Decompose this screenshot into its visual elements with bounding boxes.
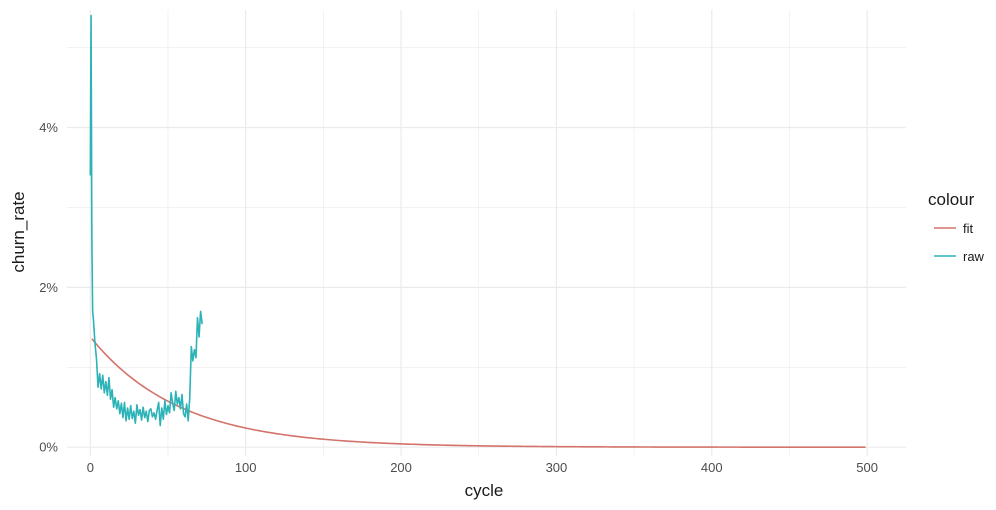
series-line-raw	[89, 14, 203, 427]
x-tick-label: 200	[390, 460, 412, 475]
y-tick-label: 0%	[39, 440, 58, 455]
x-tick-label: 0	[87, 460, 94, 475]
legend-label-raw: raw	[963, 249, 985, 264]
y-axis-title: churn_rate	[9, 191, 28, 272]
x-axis-title: cycle	[465, 481, 504, 500]
legend-label-fit: fit	[963, 221, 974, 236]
legend: colour fit raw	[928, 190, 985, 264]
x-tick-label: 500	[856, 460, 878, 475]
x-tick-label: 400	[701, 460, 723, 475]
tick-label-layer: 0 100 200 300 400 500 0% 2% 4%	[39, 120, 878, 475]
series-layer	[89, 14, 866, 448]
series-line-fit	[91, 338, 866, 448]
y-tick-label: 4%	[39, 120, 58, 135]
x-tick-label: 100	[235, 460, 257, 475]
grid-layer	[67, 10, 906, 456]
y-tick-label: 2%	[39, 280, 58, 295]
legend-title: colour	[928, 190, 975, 209]
x-tick-label: 300	[546, 460, 568, 475]
